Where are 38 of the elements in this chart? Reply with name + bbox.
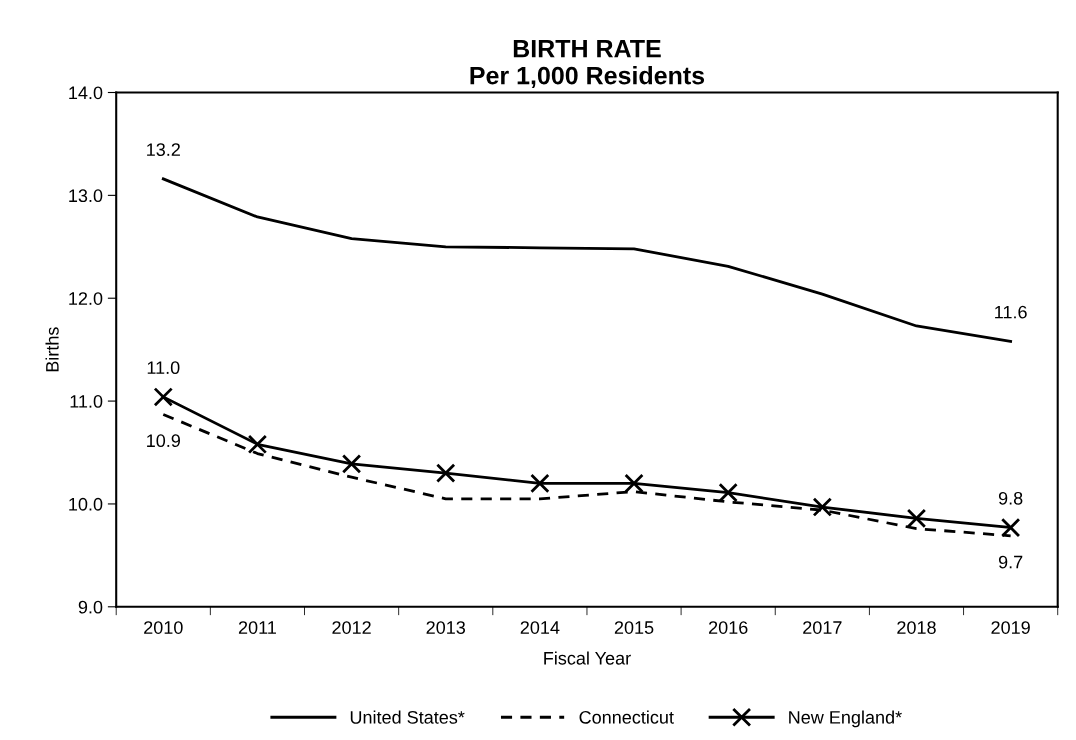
data-label: 9.7 xyxy=(998,555,1023,569)
x-tick-label: 2019 xyxy=(991,621,1030,634)
data-label: 11.6 xyxy=(995,305,1027,319)
y-tick-label: 12.0 xyxy=(69,292,103,305)
point xyxy=(530,473,550,494)
data-label: 11.0 xyxy=(147,361,180,375)
x-tick-label: 2012 xyxy=(332,621,371,634)
data-label: 10.9 xyxy=(147,434,180,448)
legend-label: New England* xyxy=(789,710,902,728)
point xyxy=(341,454,362,474)
point xyxy=(247,434,268,454)
point xyxy=(153,387,174,407)
y-tick-label: 14.0 xyxy=(69,86,103,100)
legend-label: United States* xyxy=(350,710,465,724)
y-axis-title: Births xyxy=(45,327,59,372)
point xyxy=(624,473,644,494)
y-tick-label: 9.0 xyxy=(78,600,103,614)
x-tick-label: 2015 xyxy=(614,621,654,634)
point xyxy=(1000,517,1021,538)
x-tick-label: 2016 xyxy=(709,621,748,634)
x-axis-title: Fiscal Year xyxy=(544,651,631,665)
point xyxy=(436,463,456,483)
point xyxy=(812,497,833,517)
y-tick-label: 13.0 xyxy=(69,189,103,203)
x-tick-label: 2014 xyxy=(520,621,560,634)
x-tick-label: 2013 xyxy=(426,621,466,634)
x-tick-label: 2018 xyxy=(897,621,936,634)
legend-label: Connecticut xyxy=(579,710,674,724)
y-tick-label: 10.0 xyxy=(69,497,103,511)
point xyxy=(906,508,927,529)
x-tick-label: 2017 xyxy=(803,621,842,634)
data-label: 9.8 xyxy=(998,491,1023,505)
x-tick-label: 2010 xyxy=(144,621,183,634)
data-label: 13.2 xyxy=(147,143,180,156)
y-tick-label: 11.0 xyxy=(70,395,103,408)
x-tick-label: 2011 xyxy=(238,621,276,634)
chart-title: BIRTH RATE Per 1,000 Residents xyxy=(470,40,705,89)
point xyxy=(718,482,738,503)
